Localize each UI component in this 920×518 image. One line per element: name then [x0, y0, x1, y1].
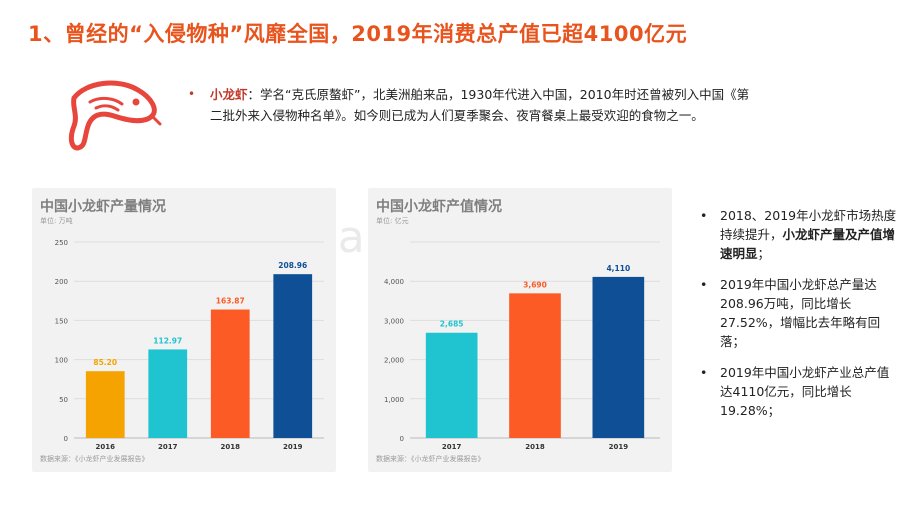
x-tick-label: 2018	[221, 443, 241, 451]
bar	[148, 349, 188, 438]
data-label: 4,110	[606, 264, 630, 273]
key-point-text: 2018、2019年小龙虾市场热度持续提升，	[720, 208, 897, 242]
y-tick-label: 150	[55, 317, 68, 325]
key-point-bullet: •	[700, 277, 708, 292]
production-chart-panel: 中国小龙虾产量情况 单位: 万吨 0 50 100 150 200 250 85.20 201…	[32, 188, 336, 472]
data-label: 163.87	[216, 297, 245, 306]
key-point-bullet: •	[700, 208, 708, 223]
chart-unit: 单位: 亿元	[376, 217, 409, 225]
key-point-tail: ；	[757, 246, 771, 261]
intro-text: ：学名“克氏原螯虾”，北美洲舶来品，1930年代进入中国，2010年时还曾被列入…	[210, 87, 750, 123]
key-point: • 2019年中国小龙虾产业总产值达4110亿元，同比增长19.28%；	[700, 363, 900, 420]
bar	[509, 293, 561, 438]
y-tick-label: 2,000	[384, 357, 404, 365]
intro-bullet: •	[188, 87, 196, 101]
key-point-text: 2019年中国小龙虾总产量达208.96万吨，同比增长27.52%，增幅比去年略…	[720, 277, 881, 349]
bar	[273, 274, 313, 438]
x-tick-label: 2017	[158, 443, 178, 451]
data-label: 112.97	[153, 336, 182, 345]
page-title: 1、曾经的“入侵物种”风靡全国，2019年消费总产值已超4100亿元	[28, 22, 688, 46]
data-label: 3,690	[523, 280, 547, 289]
key-points-list: • 2018、2019年小龙虾市场热度持续提升，小龙虾产量及产值增速明显； • …	[700, 206, 900, 432]
key-point-bullet: •	[700, 365, 708, 380]
data-label: 2,685	[440, 320, 464, 329]
x-tick-label: 2016	[96, 443, 116, 451]
y-tick-label: 50	[59, 396, 68, 404]
value-chart-panel: 中国小龙虾产值情况 单位: 亿元 0 1,000 2,000 3,000 4,000 2,…	[368, 188, 672, 472]
data-label: 208.96	[278, 261, 307, 270]
key-point: • 2019年中国小龙虾总产量达208.96万吨，同比增长27.52%，增幅比去…	[700, 275, 900, 351]
key-point: • 2018、2019年小龙虾市场热度持续提升，小龙虾产量及产值增速明显；	[700, 206, 900, 263]
chart-title: 中国小龙虾产值情况	[376, 199, 502, 215]
intro-paragraph: • 小龙虾：学名“克氏原螯虾”，北美洲舶来品，1930年代进入中国，2010年时…	[188, 84, 756, 126]
y-tick-label: 0	[64, 435, 68, 443]
value-bar-chart: 0 1,000 2,000 3,000 4,000 2,685 2017 3,690 2018 4…	[384, 241, 660, 451]
chart-title: 中国小龙虾产量情况	[40, 199, 166, 215]
intro-keyword: 小龙虾	[210, 87, 248, 102]
bar	[210, 309, 250, 438]
data-label: 85.20	[93, 358, 117, 367]
key-point-emphasis: 小龙虾产量及产值增速明显	[720, 227, 896, 261]
production-bar-chart: 0 50 100 150 200 250 85.20 2016 112.97 2017 163.87…	[55, 239, 324, 451]
bar	[425, 332, 478, 438]
bar	[592, 276, 645, 438]
x-tick-label: 2019	[609, 443, 629, 451]
chart-source: 数据来源：《小龙虾产业发展报告》	[376, 455, 485, 463]
y-tick-label: 1,000	[384, 396, 404, 404]
crayfish-icon	[68, 80, 162, 151]
y-tick-label: 0	[400, 435, 404, 443]
x-tick-label: 2019	[283, 443, 303, 451]
chart-unit: 单位: 万吨	[40, 217, 73, 225]
key-point-text: 2019年中国小龙虾产业总产值达4110亿元，同比增长19.28%；	[720, 365, 890, 418]
bar	[85, 371, 125, 438]
y-tick-label: 3,000	[384, 317, 404, 325]
y-tick-label: 200	[55, 278, 68, 286]
chart-source: 数据来源：《小龙虾产业发展报告》	[40, 455, 149, 463]
y-tick-label: 100	[55, 357, 68, 365]
x-tick-label: 2018	[525, 443, 545, 451]
y-tick-label: 4,000	[384, 278, 404, 286]
y-tick-label: 250	[55, 239, 68, 247]
x-tick-label: 2017	[442, 443, 462, 451]
